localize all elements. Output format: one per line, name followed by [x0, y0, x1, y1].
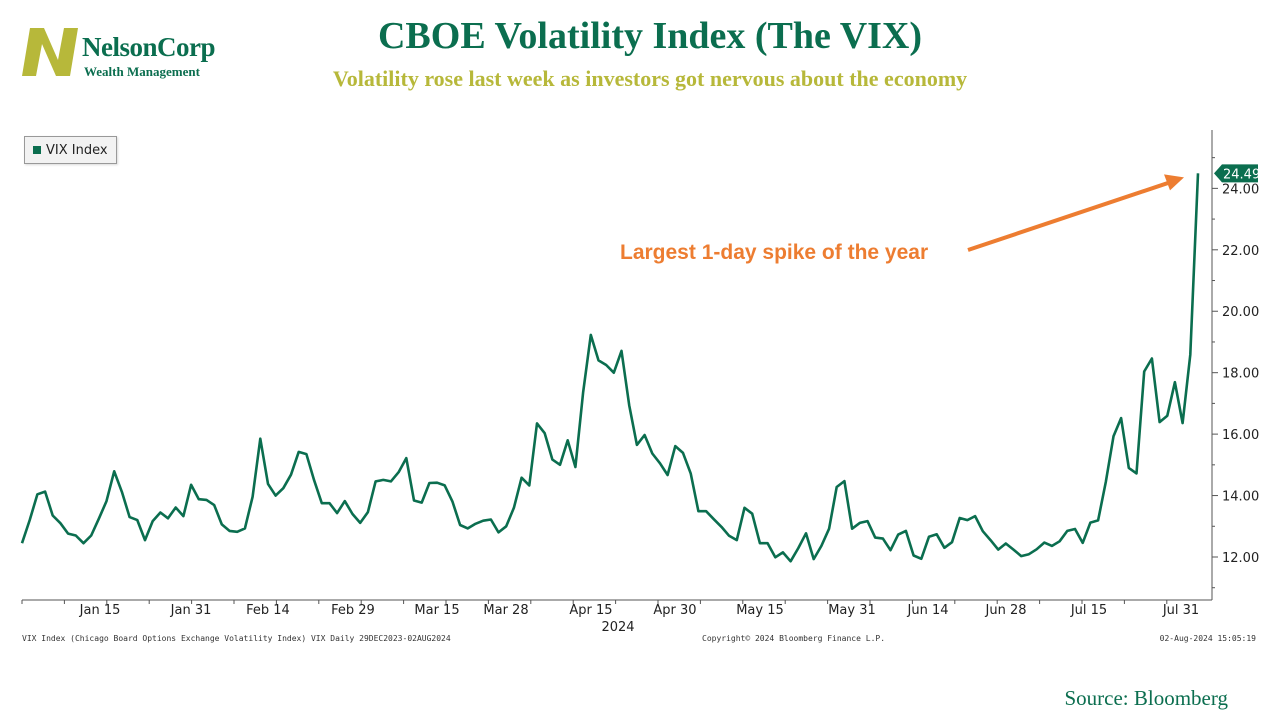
x-tick-label: Jun 14	[907, 603, 949, 618]
x-tick-label: Jul 15	[1070, 603, 1107, 618]
chart-legend: VIX Index	[24, 136, 117, 164]
y-tick-label: 24.00	[1222, 182, 1259, 197]
chart-ticks: Jan 15 Jan 31 Feb 14 Feb 29 Mar 15 Mar 28 Apr …	[21, 157, 1259, 635]
x-tick-label: Jan 15	[79, 603, 121, 618]
x-tick-label: Jul 31	[1162, 603, 1199, 618]
x-tick-label: Mar 28	[483, 603, 528, 618]
x-tick-label: May 31	[828, 603, 876, 618]
spike-annotation: Largest 1-day spike of the year	[620, 174, 1184, 264]
footer-description: VIX Index (Chicago Board Options Exchang…	[22, 634, 451, 643]
x-tick-label: Jan 31	[170, 603, 212, 618]
logo: NelsonCorp Wealth Management	[20, 26, 235, 82]
y-tick-label: 22.00	[1222, 244, 1259, 259]
last-value-marker: 24.49	[1214, 164, 1260, 183]
footer-timestamp: 02-Aug-2024 15:05:19	[1159, 634, 1256, 643]
x-tick-label: May 15	[736, 603, 784, 618]
x-tick-label: Apr 15	[569, 603, 612, 618]
chart-axes	[22, 130, 1213, 601]
source-note: Source: Bloomberg	[1064, 686, 1228, 710]
x-year-label: 2024	[601, 620, 634, 635]
y-tick-label: 12.00	[1222, 551, 1259, 566]
x-tick-label: Feb 14	[246, 603, 290, 618]
annotation-arrow-head	[1164, 174, 1184, 191]
legend-swatch	[33, 146, 41, 154]
annotation-arrow-shaft	[967, 180, 1171, 252]
nelsoncorp-logo-mark	[22, 28, 78, 76]
x-tick-label: Feb 29	[331, 603, 375, 618]
last-value-badge	[1214, 164, 1258, 183]
y-tick-label: 14.00	[1222, 490, 1259, 505]
x-tick-label: Mar 15	[414, 603, 459, 618]
logo-subtitle: Wealth Management	[84, 64, 200, 79]
y-tick-label: 16.00	[1222, 428, 1259, 443]
chart-title: CBOE Volatility Index (The VIX)	[377, 15, 923, 57]
series-line-vix	[20, 173, 1200, 563]
logo-name: NelsonCorp	[82, 32, 216, 62]
annotation-text: Largest 1-day spike of the year	[620, 241, 928, 264]
legend-label: VIX Index	[46, 142, 108, 158]
footer-copyright: Copyright© 2024 Bloomberg Finance L.P.	[702, 634, 886, 643]
x-tick-label: Apr 30	[653, 603, 696, 618]
y-tick-label: 20.00	[1222, 305, 1259, 320]
last-value-text: 24.49	[1223, 167, 1260, 182]
y-tick-label: 18.00	[1222, 367, 1259, 382]
x-tick-label: Jun 28	[985, 603, 1027, 618]
chart-subtitle: Volatility rose last week as investors g…	[332, 66, 968, 91]
